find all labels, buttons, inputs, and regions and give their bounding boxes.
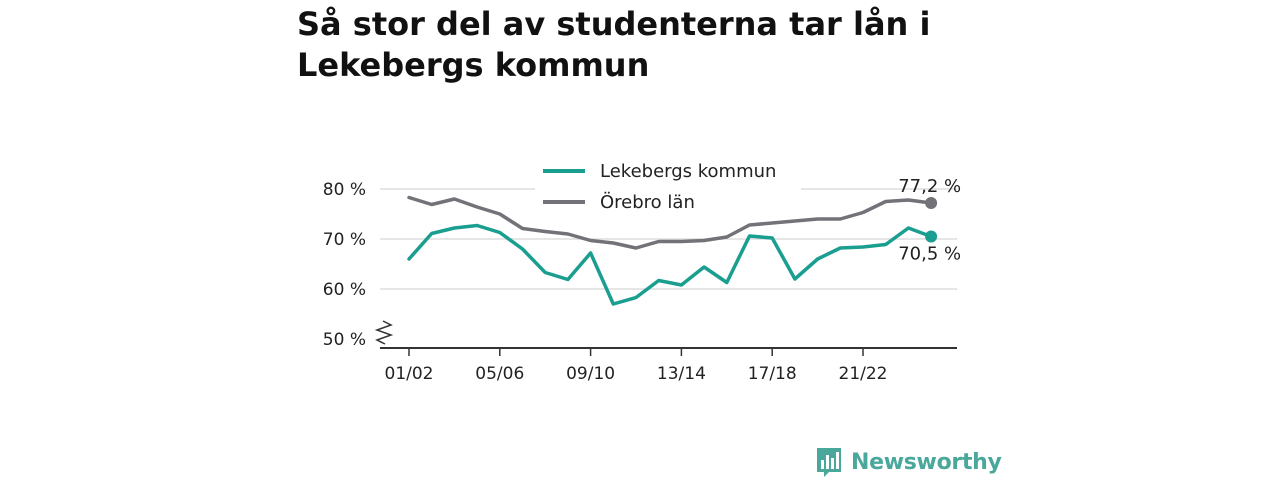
y-tick-label: 60 % [323, 280, 366, 300]
x-tick-label: 13/14 [657, 364, 706, 384]
axis-break-icon [374, 320, 394, 345]
chart-title: Så stor del av studenterna tar lån i Lek… [297, 5, 931, 84]
series-end-marker [925, 197, 938, 209]
y-tick-label: 70 % [323, 230, 366, 250]
legend: Lekebergs kommun Örebro län [535, 158, 801, 216]
y-tick-label: 80 % [323, 180, 366, 200]
x-tick-label: 05/06 [475, 364, 524, 384]
end-label-lekeberg: 70,5 % [898, 244, 961, 265]
legend-background [535, 158, 801, 216]
end-labels: 77,2 % 70,5 % [898, 176, 961, 265]
bar-chart-speech-bubble-icon [817, 448, 841, 477]
x-tick-label: 09/10 [566, 364, 615, 384]
legend-label: Lekebergs kommun [600, 161, 776, 182]
y-tick-label: 50 % [323, 330, 366, 350]
legend-label: Örebro län [600, 191, 695, 213]
series-line [407, 195, 933, 250]
series-lines [407, 195, 938, 306]
newsworthy-logo: Newsworthy [815, 446, 1002, 478]
x-tick-label: 21/22 [839, 364, 888, 384]
series-line [407, 223, 933, 306]
x-tick-label: 17/18 [748, 364, 797, 384]
brand-name: Newsworthy [851, 449, 1002, 475]
axes: 50 % 60 % 70 % 80 % 01/02 05/06 09/10 13/14 17/1… [323, 180, 957, 384]
end-label-orebro: 77,2 % [898, 176, 961, 197]
x-tick-label: 01/02 [385, 364, 434, 384]
series-end-marker [925, 230, 938, 243]
